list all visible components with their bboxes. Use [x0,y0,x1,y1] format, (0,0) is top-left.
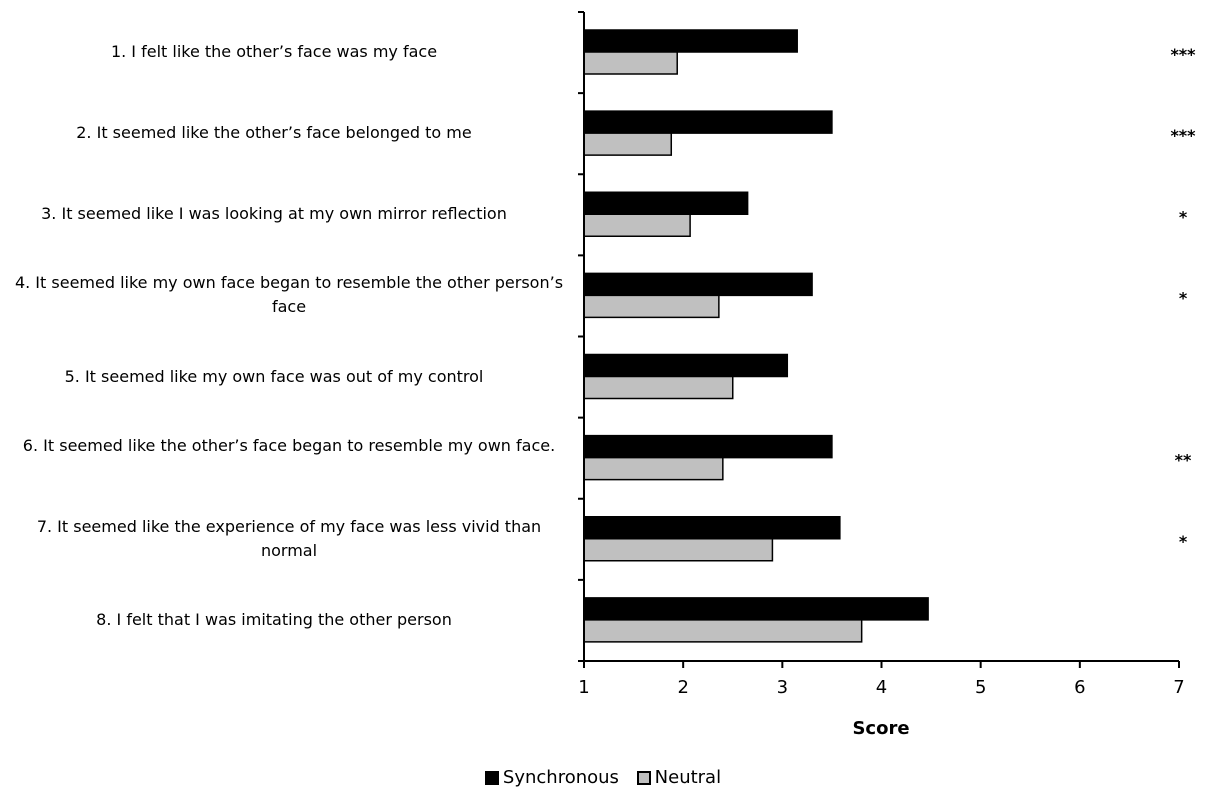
category-label-8: 8. I felt that I was imitating the other… [96,609,452,629]
significance-annotation-4: * [1179,288,1188,307]
x-tick-label-6: 6 [1074,677,1085,698]
x-tick-label-7: 7 [1173,677,1184,698]
legend: Synchronous Neutral [0,767,1206,790]
category-label-5: 5. It seemed like my own face was out of… [64,366,484,386]
legend-label-synchronous: Synchronous [502,767,619,788]
bar-neutral-6 [583,456,724,481]
bar-synchronous-1 [583,29,798,53]
significance-annotation-7: * [1179,532,1188,551]
bar-neutral-5 [583,375,734,400]
category-label-4: 4. It seemed like my own face began to r… [14,273,564,317]
significance-annotation-2: *** [1170,126,1196,145]
axes-layer [578,11,1180,668]
bar-synchronous-4 [583,272,813,297]
bar-synchronous-6 [583,434,833,459]
x-tick-label-5: 5 [975,677,986,698]
bar-synchronous-3 [583,191,749,215]
legend-swatch-synchronous [484,770,499,785]
bar-neutral-4 [583,294,720,319]
x-tick-label-1: 1 [578,677,589,698]
significance-annotation-3: * [1179,207,1188,226]
category-label-6: 6. It seemed like the other’s face began… [22,435,556,455]
category-label-3: 3. It seemed like I was looking at my ow… [41,204,507,224]
bar-neutral-2 [583,132,673,156]
bar-synchronous-7 [583,516,841,540]
legend-swatch-neutral [636,770,651,785]
category-label-2: 2. It seemed like the other’s face belon… [76,123,472,143]
bar-neutral-7 [583,538,774,562]
tick-labels-layer: 1 2 3 4 5 6 7 [578,677,1184,698]
x-axis-label: Score [852,718,909,739]
legend-item-synchronous: Synchronous [484,767,619,788]
bar-synchronous-2 [583,110,833,134]
bar-synchronous-8 [583,597,929,621]
x-tick-label-2: 2 [677,677,688,698]
annotations-layer: *********** [1170,45,1196,551]
bar-synchronous-5 [583,353,789,378]
bars-layer [583,29,929,643]
significance-annotation-1: *** [1170,45,1196,64]
bar-neutral-3 [583,213,691,237]
significance-annotation-6: ** [1175,451,1192,470]
category-label-1: 1. I felt like the other’s face was my f… [110,42,438,61]
x-tick-label-3: 3 [777,677,788,698]
legend-item-neutral: Neutral [636,767,722,788]
category-label-7: 7. It seemed like the experience of my f… [36,516,542,560]
x-tick-label-4: 4 [876,677,887,698]
bar-neutral-8 [583,619,863,643]
legend-label-neutral: Neutral [654,767,722,788]
bar-neutral-1 [583,51,678,75]
